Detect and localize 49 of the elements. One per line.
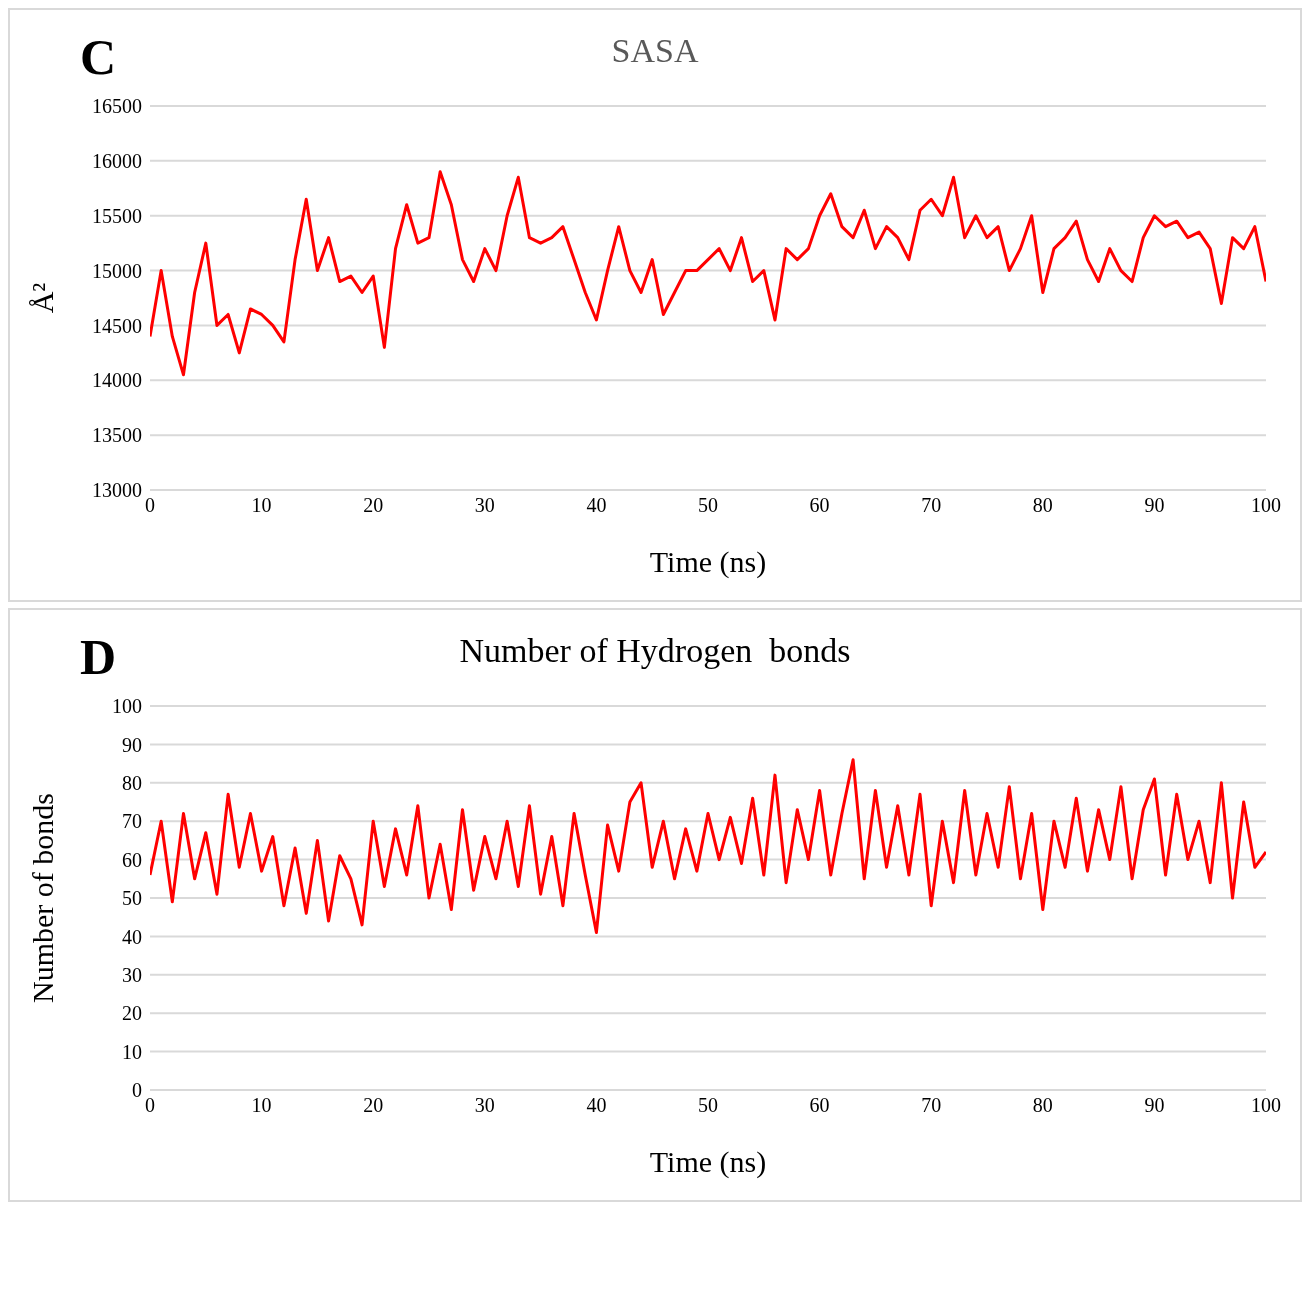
y-tick-label: 13500: [92, 424, 142, 447]
y-tick-label: 20: [122, 1002, 142, 1025]
x-tick-label: 90: [1144, 1094, 1165, 1117]
x-tick-label: 70: [921, 1094, 942, 1117]
x-axis-title: Time (ns): [649, 545, 767, 579]
y-axis-title: Number of bonds: [25, 793, 59, 1003]
x-tick-label: 40: [586, 494, 607, 517]
x-tick-label: 50: [698, 1094, 718, 1117]
y-tick-label: 14500: [92, 314, 142, 337]
y-tick-label: 70: [122, 810, 142, 833]
y-tick-label: 13000: [92, 479, 142, 502]
x-tick-label: 60: [809, 1094, 830, 1117]
y-tick-label: 80: [122, 771, 142, 794]
x-tick-label: 60: [809, 494, 830, 517]
y-tick-label: 0: [132, 1079, 142, 1102]
y-tick-label: 60: [122, 848, 142, 871]
x-tick-label: 100: [1251, 494, 1281, 517]
y-tick-label: 10: [122, 1040, 142, 1063]
x-axis-title: Time (ns): [649, 1145, 767, 1179]
chart-title: SASA: [611, 32, 699, 69]
x-tick-label: 90: [1144, 494, 1165, 517]
y-tick-label: 30: [122, 963, 142, 986]
x-tick-label: 80: [1032, 1094, 1053, 1117]
x-tick-label: 20: [363, 494, 384, 517]
x-tick-label: 10: [251, 1094, 272, 1117]
y-tick-label: 90: [122, 733, 142, 756]
y-tick-label: 15000: [92, 259, 142, 282]
x-tick-label: 100: [1251, 1094, 1281, 1117]
x-tick-label: 70: [921, 494, 942, 517]
y-tick-label: 16000: [92, 149, 142, 172]
y-tick-label: 100: [112, 695, 142, 718]
y-tick-label: 40: [122, 925, 142, 948]
y-tick-label: 14000: [92, 369, 142, 392]
line-series: [150, 758, 1266, 935]
x-tick-label: 30: [474, 494, 495, 517]
x-tick-label: 30: [474, 1094, 495, 1117]
x-tick-label: 40: [586, 1094, 607, 1117]
text: D: [80, 629, 117, 685]
x-tick-label: 50: [698, 494, 718, 517]
x-tick-label: 20: [363, 1094, 384, 1117]
line-series: [150, 170, 1266, 377]
y-tick-label: 15500: [92, 204, 142, 227]
text: C: [80, 29, 117, 85]
y-axis-title: Å²: [25, 282, 59, 314]
x-tick-label: 10: [251, 494, 272, 517]
x-tick-label: 80: [1032, 494, 1053, 517]
chart-title: Number of Hydrogen bonds: [459, 632, 851, 669]
y-tick-label: 16500: [92, 95, 142, 118]
y-tick-label: 50: [122, 887, 142, 910]
